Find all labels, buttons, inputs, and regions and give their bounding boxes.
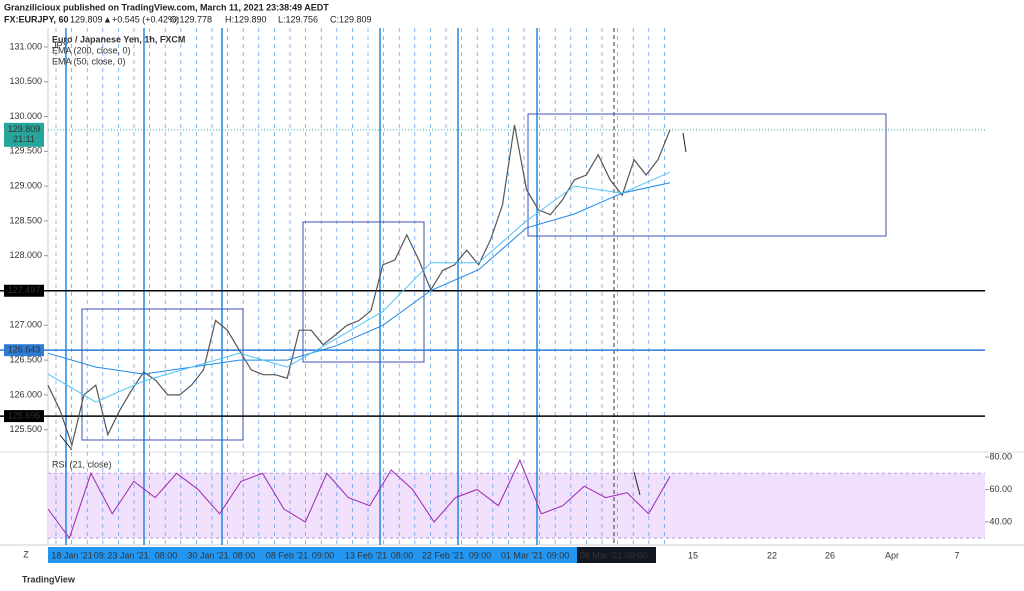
quote-field: C:129.809 [330, 14, 372, 24]
y-tick-label: 130.500 [9, 76, 42, 86]
y-tick-label: 130.000 [9, 111, 42, 121]
x-tick-label: 09:00 [547, 550, 570, 560]
y-tick-label: 126.000 [9, 389, 42, 399]
level-label-bg [4, 344, 44, 357]
quote-field: ▲ [103, 14, 112, 24]
quote-field: O:129.778 [170, 14, 212, 24]
x-tick-label: 09:00 [469, 550, 492, 560]
last-price-bg [4, 122, 44, 147]
x-tick-label: 22 Feb '21 [422, 550, 464, 560]
x-label-bg [498, 547, 578, 563]
quote-field: L:129.756 [278, 14, 318, 24]
x-label-bg [419, 547, 500, 563]
x-tick-label: 23 Jan '21 [107, 550, 148, 560]
y-tick-label: 40.00 [989, 516, 1012, 526]
y-tick-label: 129.500 [9, 146, 42, 156]
y-tick-label: 60.00 [989, 484, 1012, 494]
x-tick-label: 26 [825, 550, 835, 560]
x-tick-label: 30 Jan '21 [187, 550, 228, 560]
x-tick-label: 08 Feb '21 [266, 550, 308, 560]
quote-field: FX:EURJPY, 60 [4, 14, 69, 24]
quote-field: +0.545 (+0.42%) [112, 14, 179, 24]
x-label-bg [342, 547, 422, 563]
x-label-bg [48, 547, 120, 563]
level-label: 126.643 [8, 345, 41, 355]
x-label-bg [104, 547, 186, 563]
y-tick-label: 129.000 [9, 181, 42, 191]
rsi-band [48, 473, 985, 539]
x-tick-label: 09: [94, 550, 107, 560]
level-label: 125.696 [8, 410, 41, 420]
series-line [47, 459, 671, 540]
x-tick-label: 13 Feb '21 [345, 550, 387, 560]
x-label-bg [184, 547, 264, 563]
publish-line: Granzilicioux published on TradingView.c… [4, 2, 329, 12]
range-box [302, 221, 425, 363]
x-tick-label: 09:00 [625, 550, 648, 560]
x-tick-label: Apr [885, 550, 899, 560]
y-tick-label: 131.000 [9, 41, 42, 51]
footer-logo: TradingView [22, 574, 76, 584]
arrow [682, 132, 687, 153]
x-tick-label: 09:00 [312, 550, 335, 560]
arrow [59, 434, 73, 451]
x-tick-label: 7 [954, 550, 959, 560]
arrow [633, 471, 641, 496]
y-tick-label: 125.500 [9, 424, 42, 434]
x-tick-label: 08:00 [155, 550, 178, 560]
reset-button[interactable]: Z [23, 549, 29, 559]
legend-entry: EMA (50, close, 0) [52, 56, 126, 66]
level-label-bg [4, 284, 44, 297]
x-tick-label: 08:00 [233, 550, 256, 560]
y-tick-label: 128.000 [9, 250, 42, 260]
x-tick-label: 22 [767, 550, 777, 560]
range-box [527, 113, 887, 237]
x-label-bg [577, 547, 656, 563]
quote-field: H:129.890 [225, 14, 267, 24]
x-tick-label: 15 [688, 550, 698, 560]
x-tick-label: 01 Mar '21 [501, 550, 543, 560]
x-tick-label: 08 Mar '21 [580, 550, 622, 560]
y-tick-label: 80.00 [989, 451, 1012, 461]
legend-entry: Euro / Japanese Yen, 1h, FXCM [52, 34, 185, 44]
level-label: 127.497 [8, 285, 41, 295]
y-tick-label: 128.500 [9, 215, 42, 225]
series-line [47, 124, 671, 448]
quote-field: 129.809 [70, 14, 103, 24]
y-tick-label: 126.500 [9, 355, 42, 365]
countdown-label: 21:11 [13, 134, 35, 144]
range-box [81, 308, 244, 441]
legend-entry: RSI (21, close) [52, 459, 112, 469]
x-label-bg [263, 547, 343, 563]
legend-entry: EMA (200, close, 0) [52, 45, 131, 55]
series-line [47, 171, 671, 403]
x-tick-label: 08:00 [391, 550, 414, 560]
y-tick-label: 127.000 [9, 320, 42, 330]
series-line [47, 182, 671, 375]
level-label-bg [4, 410, 44, 423]
last-price-label: 129.809 [8, 124, 41, 134]
x-tick-label: 18 Jan '21 [51, 550, 92, 560]
currency-unit: JPY [52, 40, 69, 50]
